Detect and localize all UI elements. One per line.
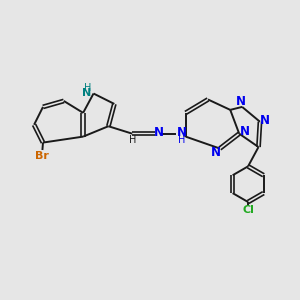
Text: N: N bbox=[154, 126, 164, 139]
Text: N: N bbox=[236, 95, 246, 108]
Text: N: N bbox=[211, 146, 221, 159]
Text: N: N bbox=[82, 88, 91, 98]
Text: N: N bbox=[260, 114, 270, 127]
Text: Cl: Cl bbox=[242, 205, 254, 215]
Text: Br: Br bbox=[34, 151, 49, 161]
Text: N: N bbox=[239, 125, 250, 138]
Text: H: H bbox=[129, 135, 136, 145]
Text: H: H bbox=[178, 135, 185, 145]
Text: H: H bbox=[85, 82, 92, 93]
Text: N: N bbox=[176, 126, 187, 139]
